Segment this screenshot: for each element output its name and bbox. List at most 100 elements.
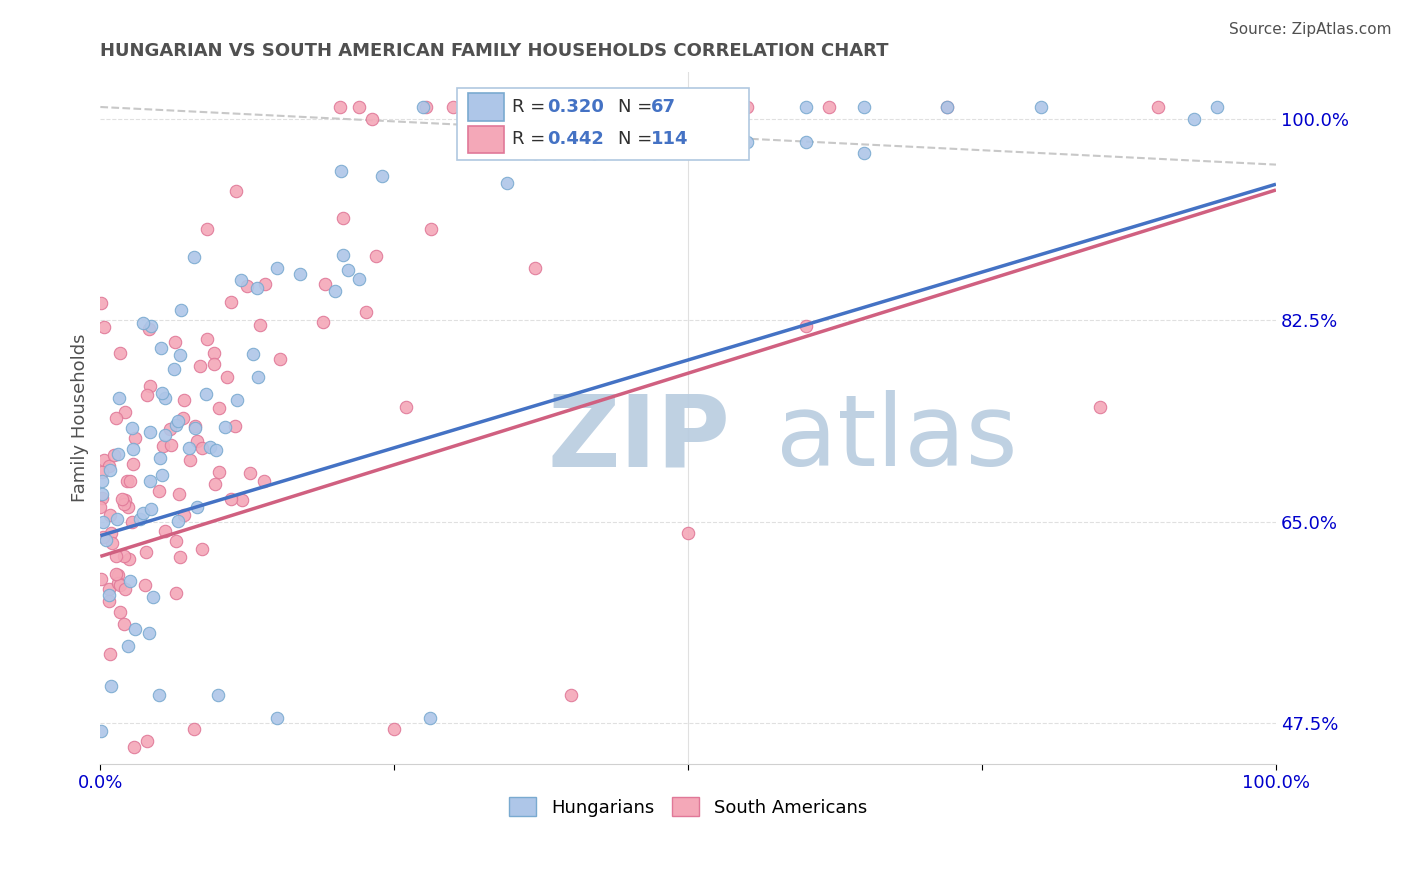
Point (818, 100, 841, 114)
Point (108, 605, 131, 619)
Point (107, 447, 129, 461)
Point (246, 370, 269, 384)
Point (191, 442, 214, 456)
Point (581, 100, 603, 114)
Point (139, 318, 162, 333)
Point (477, 100, 499, 114)
Point (496, 176, 519, 190)
Point (314, 277, 336, 291)
Point (366, 249, 388, 263)
Point (186, 434, 208, 449)
Point (152, 439, 174, 453)
Point (167, 487, 190, 501)
Point (202, 345, 225, 359)
Point (98, 582, 121, 597)
Point (395, 400, 418, 414)
Point (325, 285, 347, 299)
Point (457, 100, 479, 114)
Text: atlas: atlas (776, 391, 1018, 487)
Point (149, 341, 172, 355)
Point (1088, 400, 1111, 414)
Point (90, 487, 112, 501)
Point (184, 418, 207, 433)
Point (93, 453, 115, 467)
Point (122, 442, 145, 456)
Text: R =: R = (512, 130, 551, 148)
Point (160, 438, 183, 452)
Point (93, 319, 115, 334)
Point (124, 622, 146, 636)
Text: N =: N = (617, 130, 658, 148)
Point (134, 578, 156, 592)
Point (420, 222, 443, 236)
Point (236, 278, 259, 293)
Point (1147, 100, 1170, 114)
Point (1206, 100, 1229, 114)
Point (501, 100, 523, 114)
Point (150, 468, 173, 483)
Point (191, 542, 214, 557)
Point (370, 169, 392, 183)
Point (104, 566, 127, 581)
Point (173, 508, 195, 522)
Point (153, 524, 176, 538)
Point (155, 428, 177, 442)
Point (112, 549, 135, 563)
Point (97, 593, 120, 607)
Point (121, 457, 143, 471)
Point (169, 549, 191, 564)
Point (100, 679, 122, 693)
Point (219, 294, 242, 309)
Point (139, 475, 162, 489)
Point (479, 100, 502, 114)
FancyBboxPatch shape (457, 88, 749, 161)
Point (242, 347, 264, 361)
Point (98, 648, 121, 662)
Point (794, 100, 817, 114)
Point (207, 688, 229, 702)
Point (349, 272, 371, 286)
Point (98, 588, 121, 602)
Point (90, 296, 112, 310)
Point (330, 163, 353, 178)
Legend: Hungarians, South Americans: Hungarians, South Americans (502, 790, 875, 824)
Text: Source: ZipAtlas.com: Source: ZipAtlas.com (1229, 22, 1392, 37)
Point (516, 100, 538, 114)
Point (231, 492, 253, 507)
Point (117, 640, 139, 654)
Point (163, 362, 186, 376)
Text: 114: 114 (651, 130, 688, 148)
Point (132, 316, 155, 330)
Point (153, 391, 176, 405)
Point (619, 100, 641, 114)
Point (118, 574, 141, 589)
Point (214, 420, 236, 434)
Point (219, 492, 242, 507)
Point (135, 545, 157, 559)
Point (91, 515, 114, 529)
Point (735, 135, 758, 149)
Point (312, 315, 335, 329)
Text: R =: R = (512, 98, 551, 116)
Point (117, 474, 139, 488)
Text: 67: 67 (651, 98, 675, 116)
Point (138, 322, 160, 336)
Point (90, 466, 112, 480)
Point (139, 379, 162, 393)
Point (139, 501, 162, 516)
Point (114, 492, 136, 507)
Point (538, 103, 561, 117)
Point (90, 491, 112, 505)
Point (332, 248, 354, 262)
Point (464, 100, 486, 114)
Point (105, 512, 128, 526)
Point (107, 576, 129, 591)
Point (121, 420, 143, 434)
Point (441, 100, 464, 114)
Point (853, 146, 876, 161)
Point (117, 552, 139, 566)
Point (117, 500, 139, 515)
Point (101, 535, 124, 549)
Point (935, 100, 957, 114)
Point (354, 305, 377, 319)
